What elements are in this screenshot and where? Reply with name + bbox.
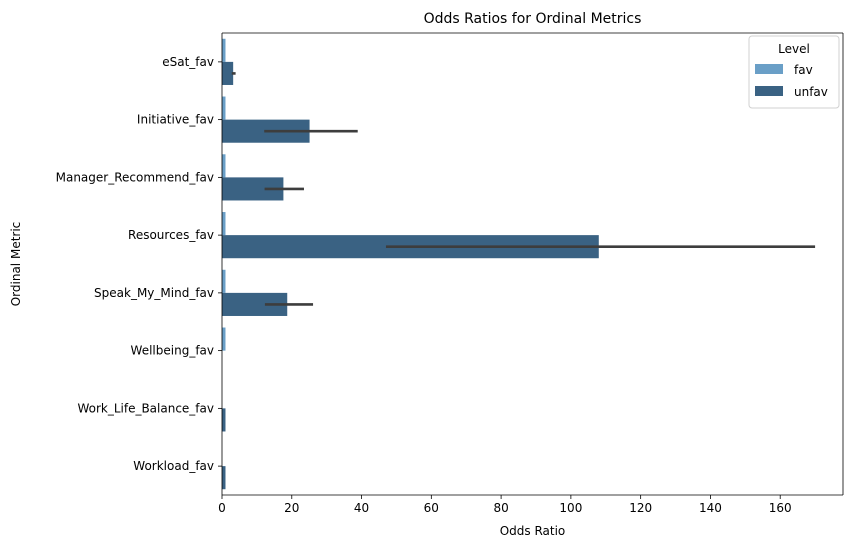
y-tick-label-Wellbeing_fav: Wellbeing_fav: [131, 344, 214, 358]
y-axis-label: Ordinal Metric: [9, 222, 23, 307]
plot-area: [221, 32, 844, 496]
bar-fav-Manager_Recommend_fav: [222, 154, 226, 178]
chart-title: Odds Ratios for Ordinal Metrics: [424, 11, 642, 27]
y-tick-label-eSat_fav: eSat_fav: [162, 55, 214, 69]
bar-unfav-Manager_Recommend_fav: [222, 177, 284, 201]
bar-unfav-Workload_fav: [222, 466, 226, 490]
legend-title: Level: [778, 42, 810, 56]
legend: Level fav unfav: [748, 35, 840, 109]
bar-fav-Wellbeing_fav: [222, 327, 226, 351]
x-tick-label-120: 120: [629, 501, 652, 515]
y-tick-label-Speak_My_Mind_fav: Speak_My_Mind_fav: [94, 286, 214, 300]
y-axis-ticks: eSat_fav Initiative_fav Manager_Recommend_…: [56, 55, 222, 473]
x-tick-label-0: 0: [218, 501, 226, 515]
bar-unfav-Work_Life_Balance_fav: [222, 408, 226, 432]
y-tick-label-Initiative_fav: Initiative_fav: [137, 113, 214, 127]
x-axis-ticks: 0 20 40 60 80 100 120 140 160: [218, 495, 792, 515]
x-tick-label-60: 60: [424, 501, 439, 515]
x-tick-label-160: 160: [769, 501, 792, 515]
x-axis-label: Odds Ratio: [500, 524, 566, 538]
legend-label-unfav: unfav: [794, 85, 828, 99]
legend-swatch-unfav: [755, 86, 783, 96]
bar-fav-Resources_fav: [222, 212, 226, 236]
bar-fav-Speak_My_Mind_fav: [222, 269, 226, 293]
x-tick-label-100: 100: [559, 501, 582, 515]
y-tick-label-Resources_fav: Resources_fav: [128, 228, 214, 242]
x-tick-label-20: 20: [284, 501, 299, 515]
x-tick-label-80: 80: [493, 501, 508, 515]
bar-unfav-eSat_fav: [222, 61, 234, 85]
y-tick-label-Work_Life_Balance_fav: Work_Life_Balance_fav: [77, 401, 214, 415]
y-tick-label-Manager_Recommend_fav: Manager_Recommend_fav: [56, 170, 214, 184]
bar-unfav-Speak_My_Mind_fav: [222, 292, 288, 316]
legend-swatch-fav: [755, 64, 783, 74]
x-tick-label-140: 140: [699, 501, 722, 515]
bar-fav-Initiative_fav: [222, 96, 226, 120]
y-tick-label-Workload_fav: Workload_fav: [133, 459, 214, 473]
x-tick-label-40: 40: [354, 501, 369, 515]
bar-fav-eSat_fav: [222, 38, 226, 62]
legend-label-fav: fav: [794, 63, 813, 77]
